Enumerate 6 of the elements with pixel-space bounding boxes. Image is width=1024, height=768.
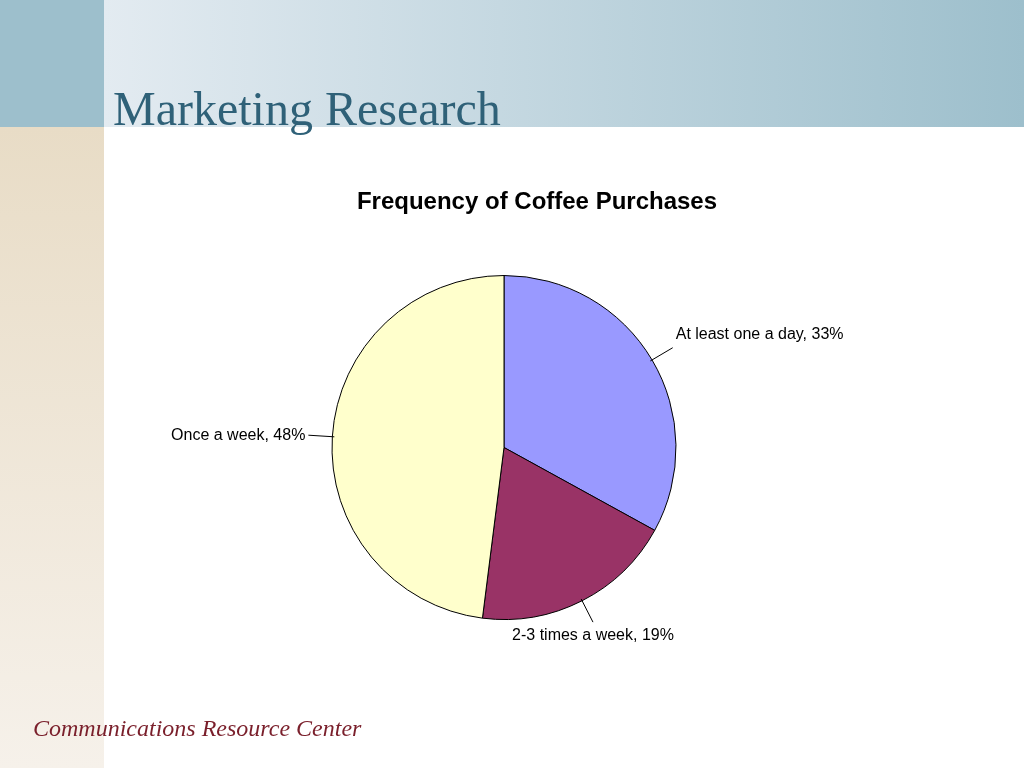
slice-label: 2-3 times a week, 19% <box>512 625 674 643</box>
chart-subtitle: Frequency of Coffee Purchases <box>355 186 719 216</box>
slice-label: Once a week, 48% <box>171 425 306 443</box>
text: Communications Resource Center <box>33 714 362 743</box>
slice-label: At least one a day, 33% <box>675 325 844 343</box>
chart-title: Marketing Research <box>113 81 501 137</box>
